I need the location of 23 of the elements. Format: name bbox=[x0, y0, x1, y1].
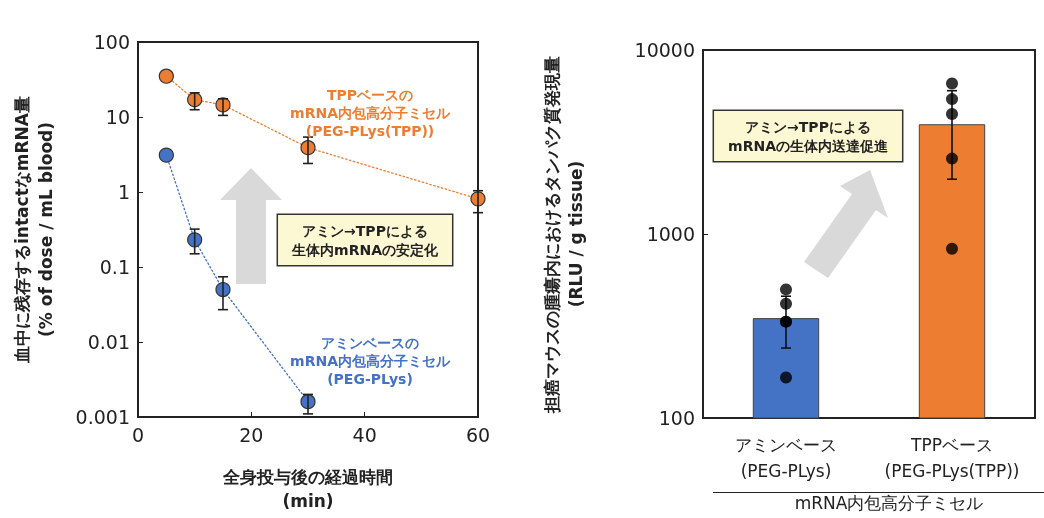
y-tick-label: 1000 bbox=[646, 223, 695, 245]
y-axis-title: 血中に残存するintactなmRNA量 (% of dose / mL blood) bbox=[12, 96, 56, 364]
y-axis-title: 担癌マウスの腫瘍内におけるタンパク質発現量 (RLU / g tissue) bbox=[542, 55, 586, 414]
x-tick-label: 40 bbox=[352, 423, 377, 446]
y-tick-label: 0.1 bbox=[99, 256, 130, 278]
x-tick-label: 20 bbox=[239, 423, 264, 446]
y-tick-label: 0.01 bbox=[87, 331, 130, 353]
x-tick-label: TPPベース (PEG-PLys(TPP)) bbox=[884, 435, 1020, 481]
series-label: アミンベースの mRNA内包高分子ミセル (PEG-PLys) bbox=[290, 335, 451, 387]
series-label: TPPベースの mRNA内包高分子ミセル (PEG-PLys(TPP)) bbox=[290, 87, 451, 139]
annotation: アミン→TPPによるmRNAの生体内送達促進 bbox=[728, 118, 889, 154]
y-tick-label: 1 bbox=[117, 181, 130, 203]
x-axis-title: mRNA内包高分子ミセル bbox=[794, 492, 984, 513]
y-tick-label: 100 bbox=[658, 407, 695, 429]
x-tick-label: 60 bbox=[465, 423, 491, 446]
y-tick-label: 10000 bbox=[634, 39, 695, 61]
y-tick-label: 100 bbox=[93, 31, 130, 53]
y-tick-label: 0.001 bbox=[75, 406, 130, 428]
annotation: アミン→TPPによる生体内mRNAの安定化 bbox=[291, 222, 439, 258]
x-tick-label: アミンベース (PEG-PLys) bbox=[735, 435, 837, 481]
y-tick-label: 10 bbox=[105, 106, 130, 128]
x-axis-title: 全身投与後の経過時間 (min) bbox=[222, 467, 393, 511]
x-tick-label: 0 bbox=[131, 423, 145, 446]
